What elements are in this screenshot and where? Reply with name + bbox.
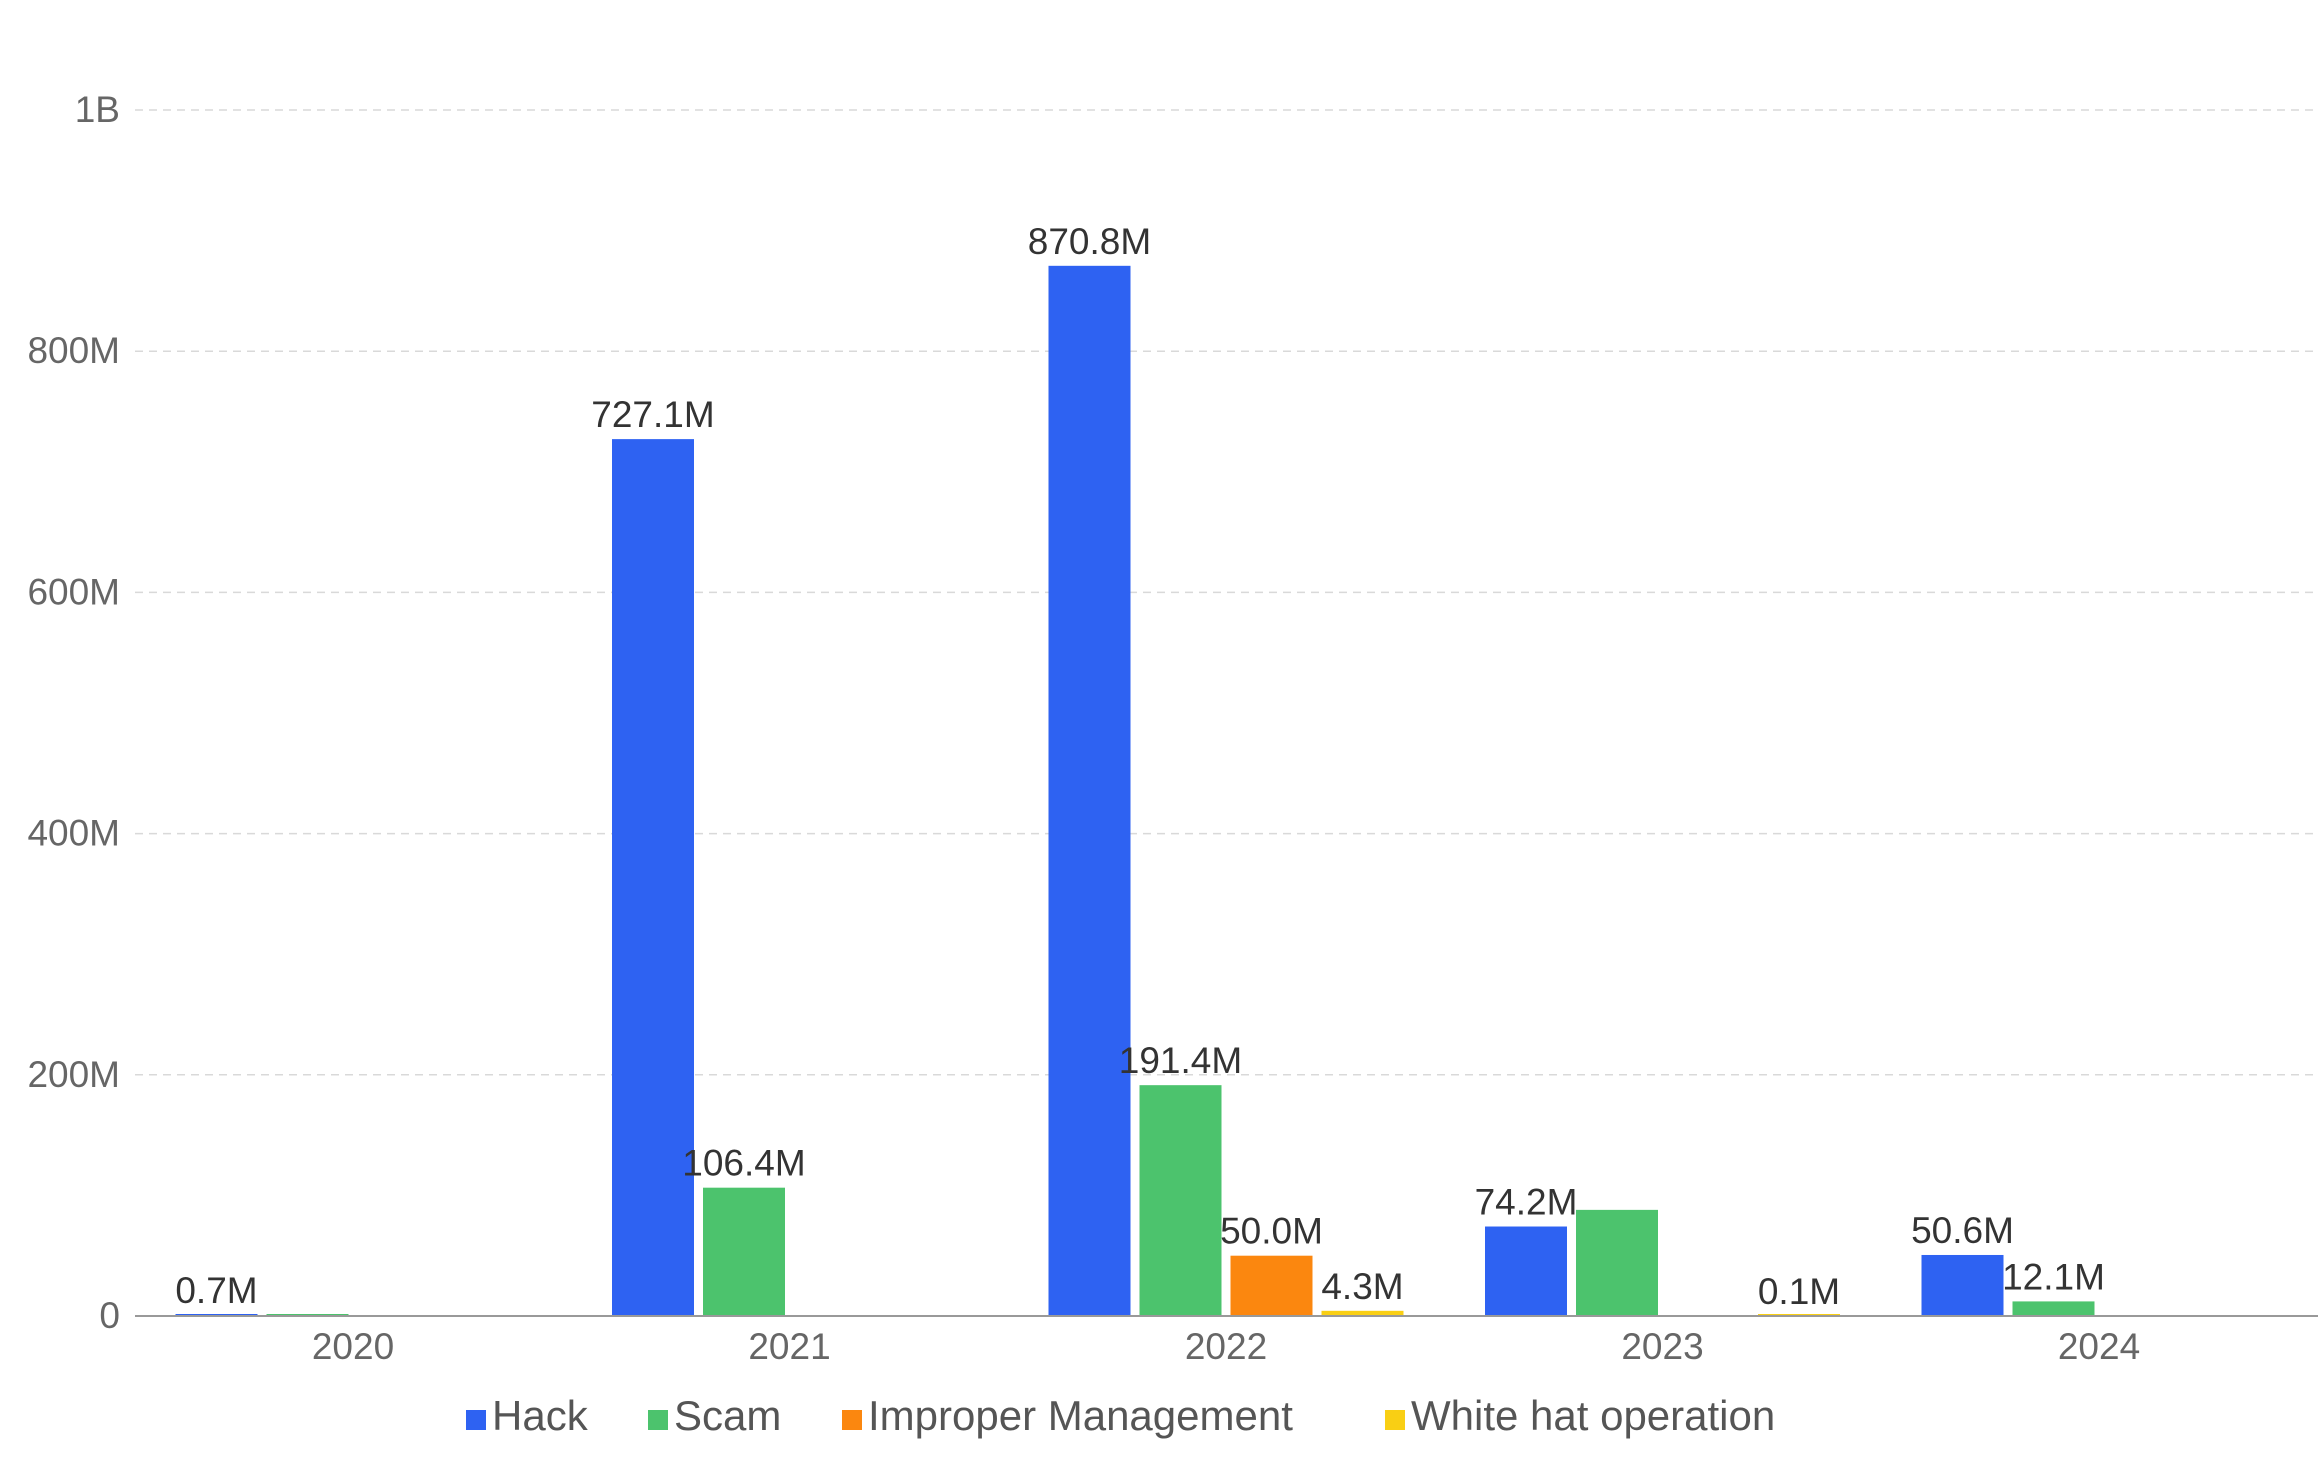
- legend-swatch: [842, 1410, 862, 1430]
- gridlines: [135, 109, 2318, 1076]
- legend-item-improper-management[interactable]: Improper Management: [842, 1392, 1293, 1439]
- legend[interactable]: Hack Scam Improper Management White hat ope…: [466, 1392, 1775, 1439]
- legend-item-scam[interactable]: Scam: [648, 1392, 781, 1439]
- legend-item-hack[interactable]: Hack: [466, 1392, 589, 1439]
- y-axis-ticks: 0 200M 400M 600M 800M 1B: [27, 89, 120, 1336]
- x-axis-ticks: 2020 2021 2022 2023 2024: [312, 1326, 2140, 1367]
- legend-swatch: [1385, 1410, 1405, 1430]
- data-label: 727.1M: [591, 394, 714, 435]
- y-tick-label: 400M: [27, 813, 120, 854]
- y-tick-label: 800M: [27, 330, 120, 371]
- data-label: 4.3M: [1321, 1266, 1403, 1307]
- bar-white-hat-operation-2022[interactable]: [1321, 1310, 1404, 1316]
- bars: [175, 265, 2095, 1316]
- x-tick-label: 2021: [748, 1326, 830, 1367]
- bar-scam-2023[interactable]: [1576, 1209, 1658, 1316]
- data-label: 106.4M: [682, 1143, 805, 1184]
- y-tick-label: 1B: [75, 89, 120, 130]
- bar-hack-2023[interactable]: [1485, 1226, 1567, 1316]
- data-label: 50.0M: [1220, 1211, 1323, 1252]
- legend-label: Hack: [492, 1392, 589, 1439]
- data-label: 12.1M: [2002, 1256, 2105, 1297]
- bar-scam-2022[interactable]: [1139, 1085, 1222, 1316]
- x-tick-label: 2023: [1621, 1326, 1703, 1367]
- x-tick-label: 2024: [2058, 1326, 2140, 1367]
- x-tick-label: 2020: [312, 1326, 394, 1367]
- bar-scam-2021[interactable]: [703, 1187, 785, 1316]
- data-label: 870.8M: [1028, 221, 1151, 262]
- data-label: 50.6M: [1911, 1210, 2014, 1251]
- legend-label: Improper Management: [868, 1392, 1293, 1439]
- legend-swatch: [648, 1410, 668, 1430]
- data-label: 0.1M: [1758, 1271, 1840, 1312]
- data-label: 74.2M: [1475, 1182, 1578, 1223]
- bar-hack-2021[interactable]: [612, 439, 694, 1316]
- legend-label: White hat operation: [1411, 1392, 1775, 1439]
- bar-hack-2024[interactable]: [1921, 1254, 2004, 1316]
- bar-hack-2022[interactable]: [1048, 265, 1131, 1316]
- data-label: 0.7M: [175, 1270, 257, 1311]
- data-label: 191.4M: [1119, 1040, 1242, 1081]
- legend-label: Scam: [674, 1392, 781, 1439]
- legend-item-white-hat-operation[interactable]: White hat operation: [1385, 1392, 1775, 1439]
- x-tick-label: 2022: [1185, 1326, 1267, 1367]
- legend-swatch: [466, 1410, 486, 1430]
- y-tick-label: 600M: [27, 571, 120, 612]
- y-tick-label: 0: [99, 1295, 120, 1336]
- y-tick-label: 200M: [27, 1054, 120, 1095]
- bar-improper-management-2022[interactable]: [1230, 1255, 1313, 1316]
- data-labels: 0.7M 727.1M 106.4M 870.8M 191.4M 50.0M 4.3M 74.…: [175, 221, 2105, 1312]
- bar-scam-2024[interactable]: [2012, 1301, 2095, 1316]
